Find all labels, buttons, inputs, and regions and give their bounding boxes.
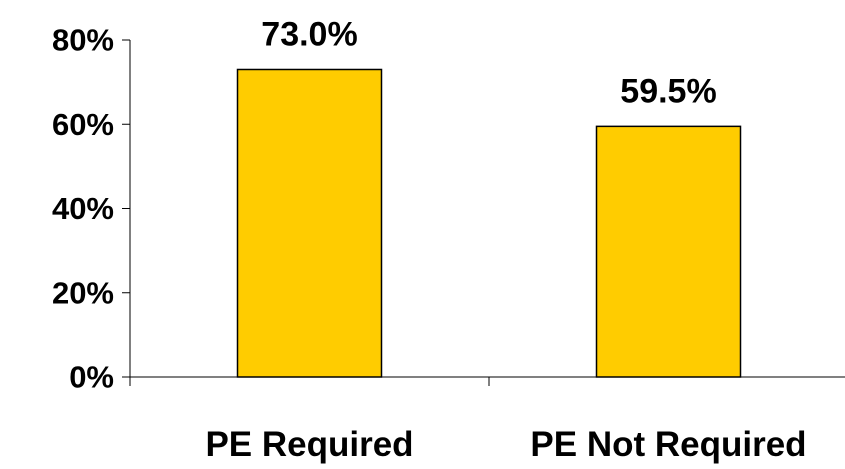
y-tick-label: 60% <box>52 107 114 142</box>
y-axis: 0% 20% 40% 60% 80% <box>52 23 131 395</box>
bars <box>236 68 742 378</box>
x-axis: PE Required PE Not Required <box>129 376 845 464</box>
bar-pe-not-required <box>595 125 742 378</box>
data-label: 73.0% <box>261 15 357 53</box>
data-labels: 73.0% 59.5% <box>261 15 716 110</box>
y-tick-label: 80% <box>52 23 114 58</box>
data-label: 59.5% <box>620 72 716 110</box>
x-category-label: PE Not Required <box>530 425 806 464</box>
y-tick-label: 0% <box>69 360 114 395</box>
y-tick-label: 40% <box>52 191 114 226</box>
y-tick-label: 20% <box>52 275 114 310</box>
x-category-label: PE Required <box>205 425 413 464</box>
bar-pe-required <box>236 68 383 378</box>
